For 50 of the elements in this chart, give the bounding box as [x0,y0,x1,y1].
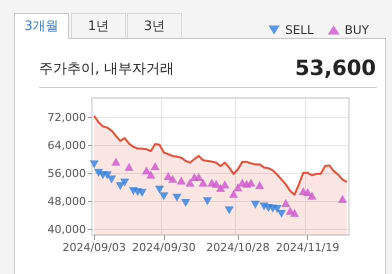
chart-title: 주가추이, 내부자거래 [39,60,174,78]
point [155,186,164,194]
x-tick-label: 2024/09/30 [132,241,196,254]
point [176,176,186,185]
point [290,208,300,217]
y-tick-label: 48,000 [48,195,86,208]
point [172,194,182,202]
point [307,192,316,200]
point [120,178,130,187]
point [272,205,282,214]
point [198,178,208,187]
point [181,199,190,208]
y-tick-label: 40,000 [48,223,86,236]
text: 3개월 [14,13,69,39]
point [216,184,225,192]
legend-label: SELL [285,23,314,37]
point [276,210,286,218]
text: 53,600 [294,56,376,80]
point [220,180,230,188]
point [168,174,178,183]
point [107,175,116,184]
point [186,178,195,187]
point [246,178,256,187]
point [250,200,260,209]
point [138,188,147,197]
y-tick-label: 72,000 [48,110,86,124]
point [202,197,212,206]
legend-label: BUY [344,23,370,37]
point [255,181,264,190]
point [90,160,99,168]
text: 1년 [71,13,126,38]
point [159,192,168,200]
point [229,190,238,198]
point [281,199,290,208]
point [338,194,347,203]
point [146,170,156,179]
point [124,162,134,171]
x-tick-label: 2024/11/19 [276,241,340,254]
point [224,206,234,214]
y-tick-label: 56,000 [48,167,86,180]
y-tick-label: 64,000 [48,138,86,152]
point [142,166,151,174]
point [111,158,120,166]
point [194,173,204,182]
point [212,180,221,188]
point [150,162,160,170]
x-tick-label: 2024/10/28 [206,241,270,254]
point [233,183,242,192]
x-tick-label: 2024/09/03 [62,241,126,254]
text: 3년 [127,13,182,38]
